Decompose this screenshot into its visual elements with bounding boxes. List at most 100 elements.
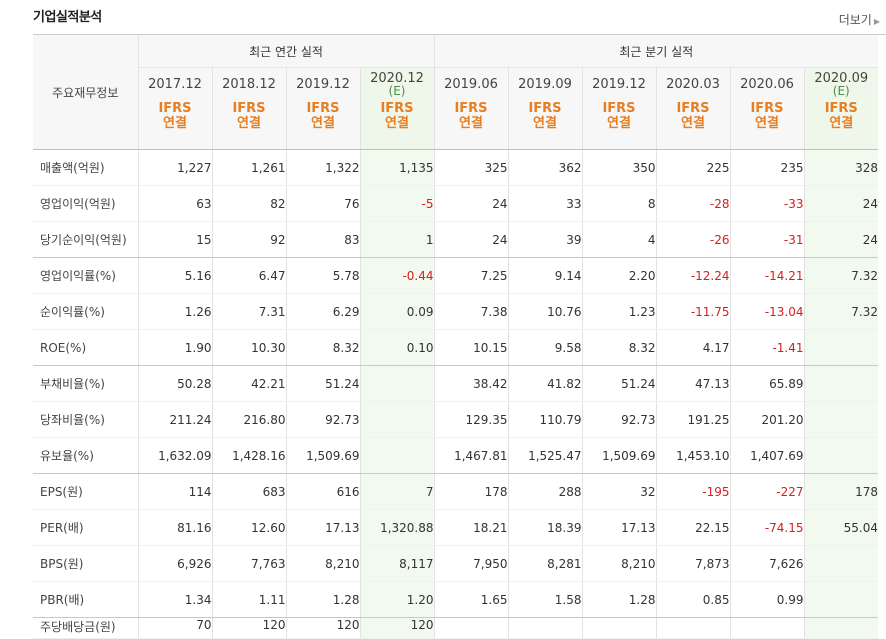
table-cell: 1.58 [507, 581, 582, 618]
table-cell: 8,210 [581, 545, 656, 582]
table-cell: 325 [433, 149, 508, 186]
table-cell: 24 [433, 221, 508, 258]
row-label: 영업이익률(%) [33, 257, 138, 294]
table-cell [581, 617, 656, 639]
table-row: 유보율(%) 1,632.09 1,428.16 1,509.69 1,467.81 1,… [33, 437, 878, 474]
period-label: 2020.09 [814, 70, 869, 86]
table-cell: -11.75 [655, 293, 730, 330]
ifrs-header: IFRS 연결 [581, 101, 656, 150]
table-cell [433, 617, 508, 639]
table-cell: 63 [137, 185, 212, 222]
ifrs-label: IFRS [528, 101, 562, 116]
table-cell: 2.20 [581, 257, 656, 294]
period-header: 2020.12 (E) [359, 67, 434, 101]
table-cell [803, 545, 878, 582]
more-link[interactable]: 더보기 ▶ [839, 11, 880, 28]
ifrs-header: IFRS 연결 [211, 101, 286, 150]
consolidated-label: 연결 [237, 116, 261, 131]
table-cell: 1.34 [137, 581, 212, 618]
row-label: 영업이익(억원) [33, 185, 138, 222]
period-header: 2019.12 [285, 67, 360, 101]
table-cell: 17.13 [581, 509, 656, 546]
table-cell: -1.41 [729, 329, 804, 366]
table-row: 매출액(억원) 1,227 1,261 1,322 1,135 325 362 350 225 2… [33, 149, 878, 186]
table-cell: 24 [803, 221, 878, 258]
row-label: 부채비율(%) [33, 365, 138, 402]
table-cell: 120 [211, 617, 286, 639]
table-cell: 83 [285, 221, 360, 258]
table-row: 순이익률(%) 1.26 7.31 6.29 0.09 7.38 10.76 1.23 -11.… [33, 293, 878, 330]
table-cell: 70 [137, 617, 212, 639]
table-row: EPS(원) 114 683 616 7 178 288 32 -195 -227 178 [33, 473, 878, 510]
table-cell: 92.73 [285, 401, 360, 438]
table-cell: 92 [211, 221, 286, 258]
table-cell: 201.20 [729, 401, 804, 438]
ifrs-header: IFRS 연결 [359, 101, 434, 150]
table-row: PBR(배) 1.34 1.11 1.28 1.20 1.65 1.58 1.28 0.85 0.… [33, 581, 878, 618]
table-row: BPS(원) 6,926 7,763 8,210 8,117 7,950 8,281 8,21… [33, 545, 878, 582]
table-cell: 1.26 [137, 293, 212, 330]
ifrs-header: IFRS 연결 [433, 101, 508, 150]
table-cell: -14.21 [729, 257, 804, 294]
ifrs-header: IFRS 연결 [507, 101, 582, 150]
table-cell: 92.73 [581, 401, 656, 438]
table-cell: 12.60 [211, 509, 286, 546]
ifrs-label: IFRS [824, 101, 858, 116]
table-cell: 1.28 [581, 581, 656, 618]
period-header: 2019.06 [433, 67, 508, 101]
table-cell: 1,453.10 [655, 437, 730, 474]
table-cell: 24 [803, 185, 878, 222]
row-label: ROE(%) [33, 329, 138, 366]
table-cell: 114 [137, 473, 212, 510]
table-cell: 350 [581, 149, 656, 186]
table-cell: 6.29 [285, 293, 360, 330]
period-label: 2020.06 [740, 77, 794, 92]
row-label: 순이익률(%) [33, 293, 138, 330]
table-cell: 51.24 [285, 365, 360, 402]
ifrs-label: IFRS [750, 101, 784, 116]
more-link-label[interactable]: 더보기 [838, 13, 872, 27]
table-cell: 15 [137, 221, 212, 258]
table-cell: 1.23 [581, 293, 656, 330]
table-cell: 6,926 [137, 545, 212, 582]
table-cell: 1.28 [285, 581, 360, 618]
period-header: 2019.09 [507, 67, 582, 101]
table-cell: 328 [803, 149, 878, 186]
period-header: 2017.12 [137, 67, 212, 101]
table-cell: -28 [655, 185, 730, 222]
table-cell: 7,950 [433, 545, 508, 582]
table-cell: 8 [581, 185, 656, 222]
table-cell: 8.32 [285, 329, 360, 366]
table-cell: 42.21 [211, 365, 286, 402]
table-cell: 51.24 [581, 365, 656, 402]
table-cell: 120 [285, 617, 360, 639]
table-cell: 1,227 [137, 149, 212, 186]
consolidated-label: 연결 [533, 116, 557, 131]
consolidated-label: 연결 [385, 116, 409, 131]
table-row: 부채비율(%) 50.28 42.21 51.24 38.42 41.82 51.24 47.… [33, 365, 878, 402]
table-cell: 4 [581, 221, 656, 258]
table-cell: -33 [729, 185, 804, 222]
row-label: PBR(배) [33, 581, 138, 618]
table-cell: 9.14 [507, 257, 582, 294]
table-cell: 81.16 [137, 509, 212, 546]
table-cell [729, 617, 804, 639]
period-header: 2020.03 [655, 67, 730, 101]
table-cell: 7,763 [211, 545, 286, 582]
table-cell: 0.09 [359, 293, 434, 330]
table-cell: 32 [581, 473, 656, 510]
ifrs-label: IFRS [380, 101, 414, 116]
table-cell: 6.47 [211, 257, 286, 294]
period-header: 2020.06 [729, 67, 804, 101]
ifrs-header: IFRS 연결 [803, 101, 878, 150]
table-cell [803, 581, 878, 618]
consolidated-label: 연결 [755, 116, 779, 131]
period-label: 2018.12 [222, 77, 276, 92]
table-cell: 8,281 [507, 545, 582, 582]
table-cell: 8,210 [285, 545, 360, 582]
table-cell: 191.25 [655, 401, 730, 438]
table-cell: 55.04 [803, 509, 878, 546]
table-cell: 211.24 [137, 401, 212, 438]
table-cell: 10.76 [507, 293, 582, 330]
period-header: 2020.09 (E) [803, 67, 878, 101]
